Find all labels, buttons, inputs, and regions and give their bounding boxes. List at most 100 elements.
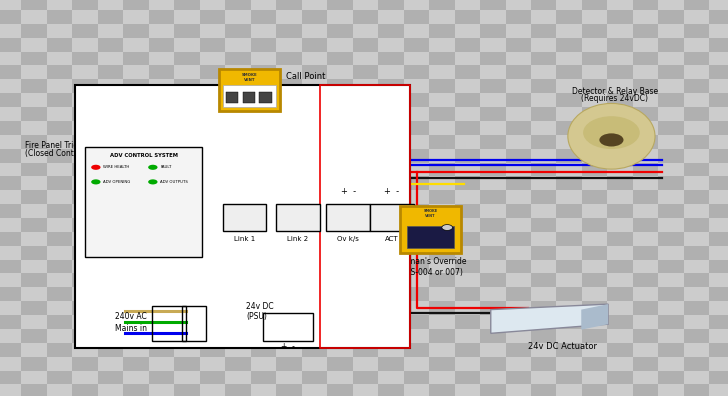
Bar [505,0,531,10]
Circle shape [149,165,157,170]
Bar [152,306,186,341]
Bar [480,357,505,371]
Bar [123,371,149,385]
Bar [21,65,47,79]
Text: ADV CONTROL SYSTEM: ADV CONTROL SYSTEM [110,153,178,158]
Bar [301,162,327,177]
Bar [429,10,454,24]
Bar [199,329,225,343]
Bar [123,232,149,246]
Bar [658,10,684,24]
Bar [429,0,454,10]
Bar [199,135,225,148]
Bar [301,38,327,51]
Bar [378,301,403,315]
Bar [531,232,556,246]
Bar [276,190,301,204]
Bar [98,148,123,162]
Bar [47,148,72,162]
Bar [47,315,72,329]
Bar [199,232,225,246]
Bar [454,0,480,10]
Bar [684,79,709,93]
Bar [225,10,250,24]
Bar [149,93,174,107]
Bar [250,371,276,385]
Bar [301,65,327,79]
Bar [531,218,556,232]
Bar [480,107,505,121]
Bar [250,79,276,93]
Bar [47,65,72,79]
Bar [370,204,414,231]
Bar [709,301,728,315]
Bar [47,260,72,274]
Bar [174,38,199,51]
Bar [378,0,403,10]
Bar [403,301,429,315]
Bar [505,385,531,396]
Bar [582,79,607,93]
Bar [352,10,378,24]
Bar [123,274,149,287]
Bar [480,24,505,38]
Bar [225,177,250,190]
Bar [378,24,403,38]
Bar [225,135,250,148]
Bar [327,24,352,38]
Bar [301,371,327,385]
Bar [582,246,607,260]
Bar [480,0,505,10]
Bar [149,287,174,301]
Bar [709,135,728,148]
Bar [429,385,454,396]
Bar [429,177,454,190]
Bar [582,315,607,329]
Bar [378,232,403,246]
Bar [378,93,403,107]
Bar [633,315,658,329]
Bar [480,343,505,357]
Bar [327,274,352,287]
Bar [429,38,454,51]
Bar [21,177,47,190]
Bar [0,371,21,385]
Bar [582,274,607,287]
Bar [633,93,658,107]
Bar [709,204,728,218]
Bar [505,357,531,371]
Bar [633,0,658,10]
Text: ADV OUTPUTS: ADV OUTPUTS [160,180,188,184]
Bar [684,204,709,218]
Bar [225,371,250,385]
Bar [633,357,658,371]
Bar [327,260,352,274]
Bar [352,135,378,148]
Bar [327,385,352,396]
Bar [149,204,174,218]
Bar [0,190,21,204]
Bar [199,315,225,329]
Bar [219,69,280,111]
Bar [327,107,352,121]
Bar [556,177,582,190]
Bar [98,65,123,79]
Bar [633,148,658,162]
Bar [658,38,684,51]
Bar [21,51,47,65]
Bar [0,162,21,177]
Bar [225,287,250,301]
Bar [0,329,21,343]
Bar [505,371,531,385]
Bar [250,38,276,51]
Text: Fireman's Override: Fireman's Override [394,257,467,266]
Bar [531,343,556,357]
Text: (PSU): (PSU) [246,312,267,320]
Bar [556,329,582,343]
Bar [454,343,480,357]
Bar [123,0,149,10]
Bar [250,10,276,24]
Bar [429,329,454,343]
Bar [276,79,301,93]
Bar [582,93,607,107]
